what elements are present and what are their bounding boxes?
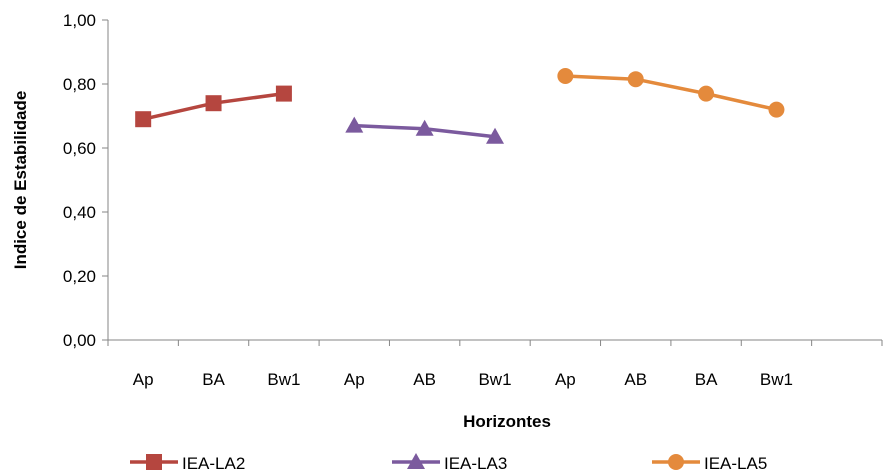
data-point: [768, 101, 785, 118]
data-point: [345, 116, 364, 133]
x-tick-label: Ap: [133, 370, 154, 389]
x-axis-title: Horizontes: [463, 412, 551, 431]
legend-item-iea-la2: IEA-LA2: [130, 454, 245, 472]
axes: [107, 20, 882, 341]
legend-item-iea-la5: IEA-LA5: [652, 454, 767, 472]
y-tick-label: 0,20: [63, 267, 96, 286]
data-point: [627, 71, 644, 88]
y-tick-label: 0,80: [63, 75, 96, 94]
data-point: [415, 119, 434, 136]
legend-label: IEA-LA5: [704, 454, 767, 472]
x-tick-label: BA: [695, 370, 718, 389]
series-line: [565, 74, 777, 112]
data-point: [205, 95, 222, 112]
legend-marker: [146, 454, 162, 470]
data-point: [135, 111, 152, 128]
y-ticks: 0,00 0,20 0,40 0,60 0,80 1,00: [63, 11, 108, 350]
x-tick-label: Bw1: [478, 370, 511, 389]
x-tick-label: AB: [624, 370, 647, 389]
legend-marker: [407, 453, 425, 469]
series-layer: [135, 68, 785, 144]
series-iea-la3: [345, 116, 504, 144]
x-ticks: Ap BA Bw1 Ap AB Bw1 Ap AB BA Bw1: [107, 340, 883, 389]
x-tick-label: AB: [413, 370, 436, 389]
legend-label: IEA-LA2: [182, 454, 245, 472]
y-axis-title: Indice de Estabilidade: [11, 91, 30, 270]
legend-label: IEA-LA3: [444, 454, 507, 472]
y-tick-label: 0,00: [63, 331, 96, 350]
y-tick-label: 0,40: [63, 203, 96, 222]
x-tick-label: Ap: [555, 370, 576, 389]
y-tick-label: 1,00: [63, 11, 96, 30]
x-tick-label: Ap: [344, 370, 365, 389]
legend: IEA-LA2 IEA-LA3 IEA-LA5: [130, 453, 767, 472]
x-tick-label: Bw1: [760, 370, 793, 389]
legend-marker: [668, 454, 684, 470]
data-point: [486, 127, 504, 144]
x-tick-label: Bw1: [267, 370, 300, 389]
legend-item-iea-la3: IEA-LA3: [392, 453, 507, 472]
data-point: [557, 68, 574, 84]
series-iea-la2: [135, 85, 292, 128]
y-tick-label: 0,60: [63, 139, 96, 158]
data-point: [275, 85, 292, 102]
series-iea-la5: [557, 68, 785, 118]
data-point: [698, 85, 715, 102]
x-tick-label: BA: [202, 370, 225, 389]
